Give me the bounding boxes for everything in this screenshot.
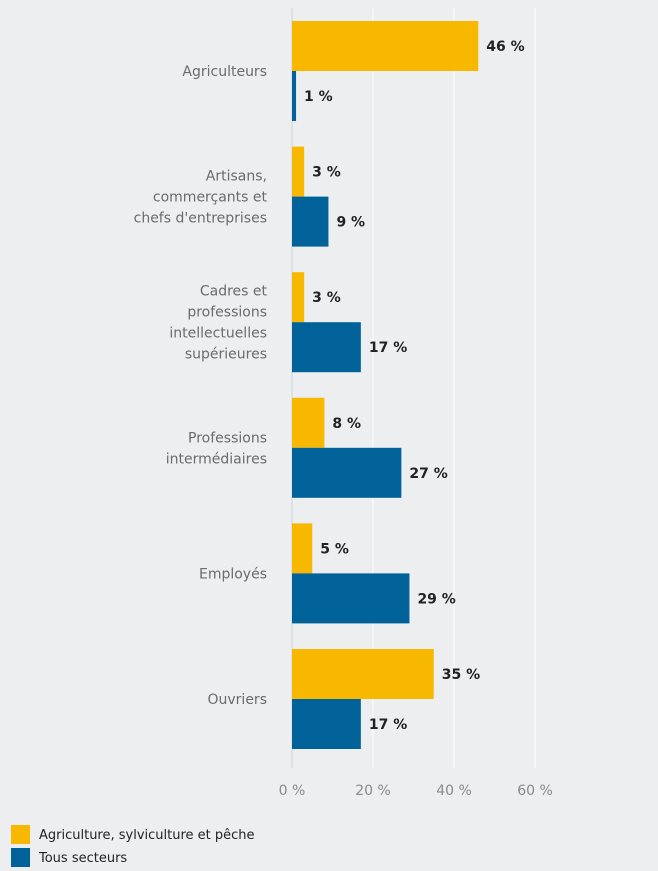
category-label: Agriculteurs — [182, 64, 267, 80]
bar — [292, 71, 297, 121]
legend-label: Agriculture, sylviculture et pêche — [39, 828, 255, 843]
bar — [292, 322, 361, 373]
x-tick-label: 60 % — [517, 783, 553, 799]
legend-swatch — [11, 825, 30, 844]
data-label: 3 % — [312, 165, 341, 181]
bar — [292, 146, 305, 197]
category-label: Ouvriers — [208, 692, 268, 708]
bar — [292, 699, 361, 749]
x-tick-label: 0 % — [279, 783, 306, 799]
category-label: Professions intermédiaires — [166, 430, 267, 467]
category-label: Cadres et professions intellectuelles supér… — [169, 284, 267, 363]
x-tick-label: 20 % — [355, 783, 391, 799]
legend-swatch — [11, 848, 30, 867]
category-labels: Agriculteurs Artisans, commerçants et chefs… — [134, 64, 268, 708]
legend: Agriculture, sylviculture et pêche Tous s… — [11, 825, 255, 867]
x-axis-ticks: 0 % 20 % 40 % 60 % — [279, 783, 553, 799]
x-tick-label: 40 % — [436, 783, 472, 799]
data-labels: 46 % 1 % 3 % 9 % 3 % 17 % 8 % 27 % 5 % 29 % 35 % 17… — [304, 39, 525, 733]
data-label: 17 % — [369, 717, 407, 733]
data-label: 5 % — [320, 541, 349, 557]
data-label: 29 % — [417, 591, 455, 607]
bars — [292, 21, 479, 749]
data-label: 8 % — [332, 416, 361, 432]
data-label: 3 % — [312, 290, 341, 306]
data-label: 46 % — [486, 39, 524, 55]
data-label: 35 % — [442, 667, 480, 683]
bar — [292, 447, 402, 498]
category-label: Artisans, commerçants et chefs d'entrepris… — [134, 169, 268, 227]
gridlines — [291, 8, 536, 768]
bar — [292, 272, 305, 323]
data-label: 1 % — [304, 89, 333, 105]
bar — [292, 649, 434, 699]
category-label: Employés — [199, 566, 267, 582]
data-label: 9 % — [336, 215, 365, 231]
data-label: 17 % — [369, 340, 407, 356]
bar — [292, 21, 479, 71]
data-label: 27 % — [409, 466, 447, 482]
bar — [292, 523, 313, 574]
legend-label: Tous secteurs — [38, 851, 127, 866]
bar — [292, 397, 325, 448]
bar — [292, 573, 410, 624]
bar — [292, 196, 329, 247]
